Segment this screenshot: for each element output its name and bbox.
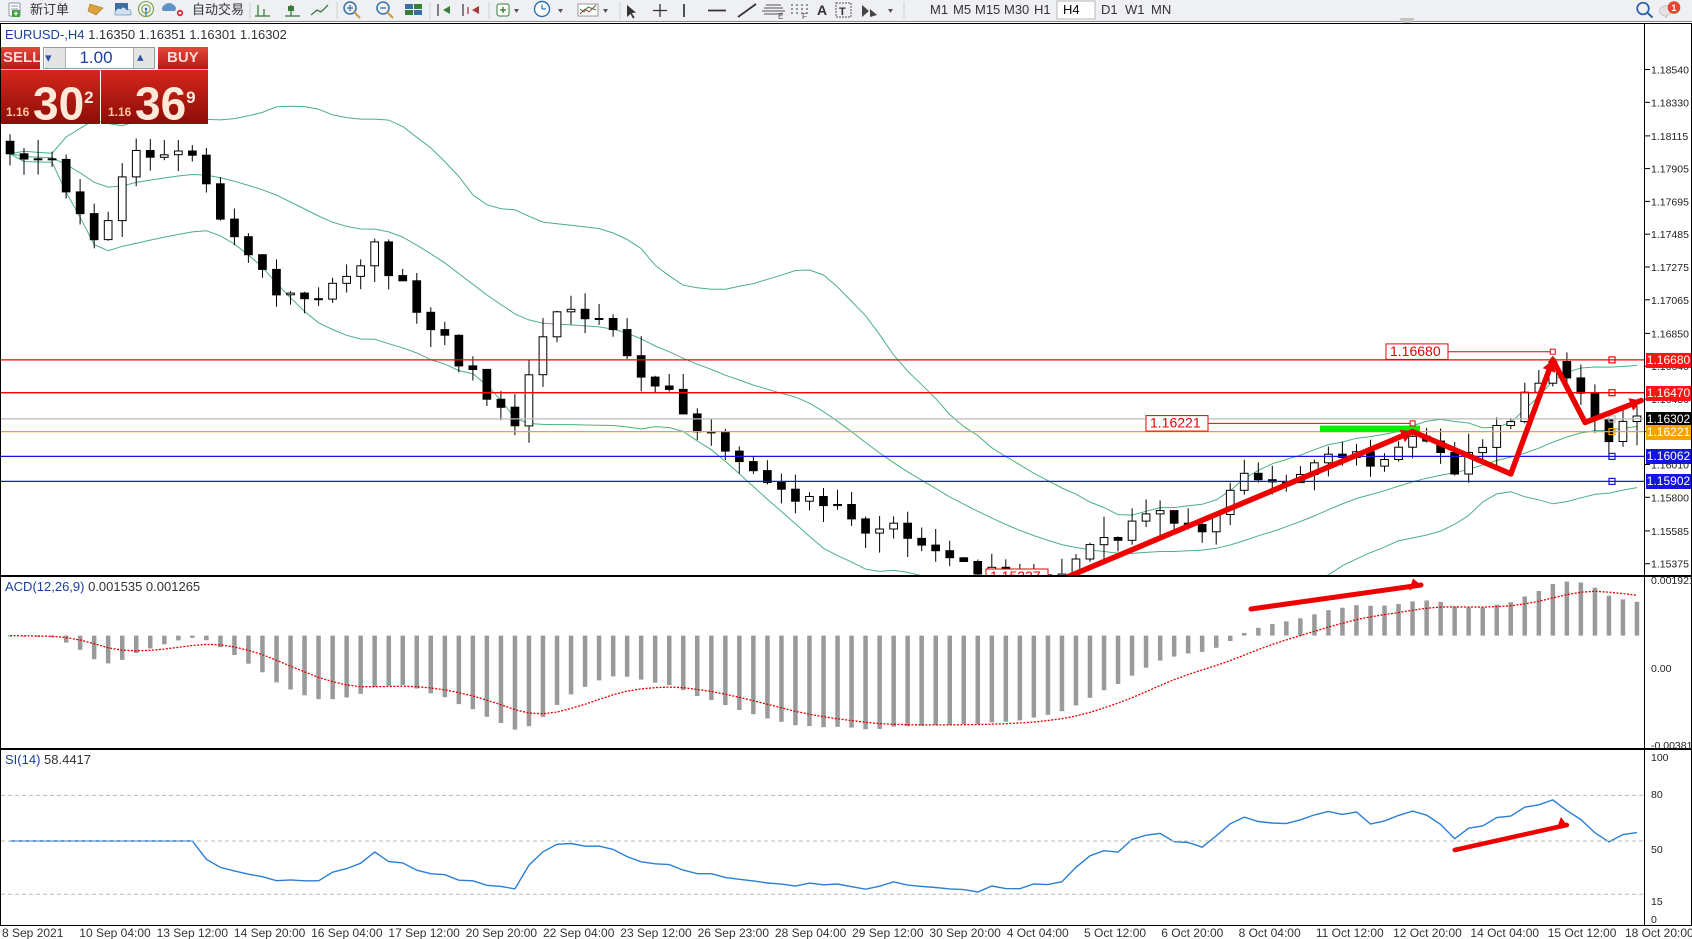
svg-text:29 Sep 12:00: 29 Sep 12:00 [852, 926, 924, 939]
svg-text:A: A [817, 2, 827, 18]
svg-text:1.17275: 1.17275 [1651, 262, 1689, 274]
svg-text:14 Oct 04:00: 14 Oct 04:00 [1470, 926, 1539, 939]
svg-text:H1: H1 [1034, 2, 1051, 17]
svg-text:14 Sep 20:00: 14 Sep 20:00 [234, 926, 306, 939]
svg-text:12 Oct 20:00: 12 Oct 20:00 [1393, 926, 1462, 939]
svg-text:新订单: 新订单 [30, 2, 69, 17]
svg-text:80: 80 [1651, 789, 1663, 801]
svg-text:1.15237: 1.15237 [990, 568, 1041, 576]
svg-text:8 Oct 04:00: 8 Oct 04:00 [1239, 926, 1301, 939]
svg-text:M1: M1 [930, 2, 948, 17]
svg-text:1.18115: 1.18115 [1651, 131, 1688, 143]
svg-text:1.16850: 1.16850 [1651, 328, 1689, 340]
svg-text:0.00: 0.00 [1651, 663, 1672, 675]
svg-text:1.18540: 1.18540 [1651, 65, 1689, 77]
svg-text:13 Sep 12:00: 13 Sep 12:00 [157, 926, 229, 939]
svg-text:11 Oct 12:00: 11 Oct 12:00 [1316, 926, 1384, 939]
svg-text:M5: M5 [953, 2, 971, 17]
svg-text:18 Oct 20:00: 18 Oct 20:00 [1625, 926, 1692, 939]
svg-text:26 Sep 23:00: 26 Sep 23:00 [698, 926, 770, 939]
svg-text:20 Sep 20:00: 20 Sep 20:00 [466, 926, 538, 939]
svg-text:自动交易: 自动交易 [192, 2, 244, 17]
svg-text:50: 50 [1651, 844, 1663, 856]
svg-text:1.18330: 1.18330 [1651, 97, 1689, 109]
svg-text:15: 15 [1651, 896, 1663, 908]
svg-text:0: 0 [1651, 914, 1657, 926]
svg-text:22 Sep 04:00: 22 Sep 04:00 [543, 926, 615, 939]
svg-text:1.15375: 1.15375 [1651, 559, 1689, 571]
svg-text:T: T [839, 6, 846, 18]
svg-text:100: 100 [1651, 752, 1669, 764]
svg-text:1.16680: 1.16680 [1390, 343, 1441, 359]
svg-text:1.17695: 1.17695 [1651, 196, 1689, 208]
svg-text:6 Oct 20:00: 6 Oct 20:00 [1161, 926, 1223, 939]
svg-text:1.16221: 1.16221 [1150, 415, 1201, 431]
svg-text:15 Oct 12:00: 15 Oct 12:00 [1548, 926, 1617, 939]
svg-text:1.17485: 1.17485 [1651, 229, 1689, 241]
svg-text:H4: H4 [1063, 2, 1080, 17]
svg-text:1.17905: 1.17905 [1651, 164, 1689, 176]
svg-text:4 Oct 04:00: 4 Oct 04:00 [1007, 926, 1069, 939]
svg-text:1.15800: 1.15800 [1651, 492, 1689, 504]
svg-text:5 Oct 12:00: 5 Oct 12:00 [1084, 926, 1146, 939]
svg-text:M15: M15 [975, 2, 1000, 17]
svg-text:1.17065: 1.17065 [1651, 295, 1689, 307]
svg-text:MN: MN [1151, 2, 1171, 17]
svg-text:D1: D1 [1101, 2, 1118, 17]
svg-text:W1: W1 [1125, 2, 1145, 17]
svg-text:23 Sep 12:00: 23 Sep 12:00 [620, 926, 692, 939]
svg-text:1.15585: 1.15585 [1651, 526, 1689, 538]
svg-text:30 Sep 20:00: 30 Sep 20:00 [929, 926, 1001, 939]
svg-text:28 Sep 04:00: 28 Sep 04:00 [775, 926, 847, 939]
svg-text:1: 1 [1671, 3, 1677, 14]
svg-text:E: E [778, 12, 783, 21]
svg-text:F: F [802, 12, 807, 21]
svg-text:M30: M30 [1004, 2, 1029, 17]
svg-text:10 Sep 04:00: 10 Sep 04:00 [79, 926, 151, 939]
svg-text:8 Sep 2021: 8 Sep 2021 [2, 926, 64, 939]
svg-text:16 Sep 04:00: 16 Sep 04:00 [311, 926, 383, 939]
svg-text:17 Sep 12:00: 17 Sep 12:00 [388, 926, 460, 939]
